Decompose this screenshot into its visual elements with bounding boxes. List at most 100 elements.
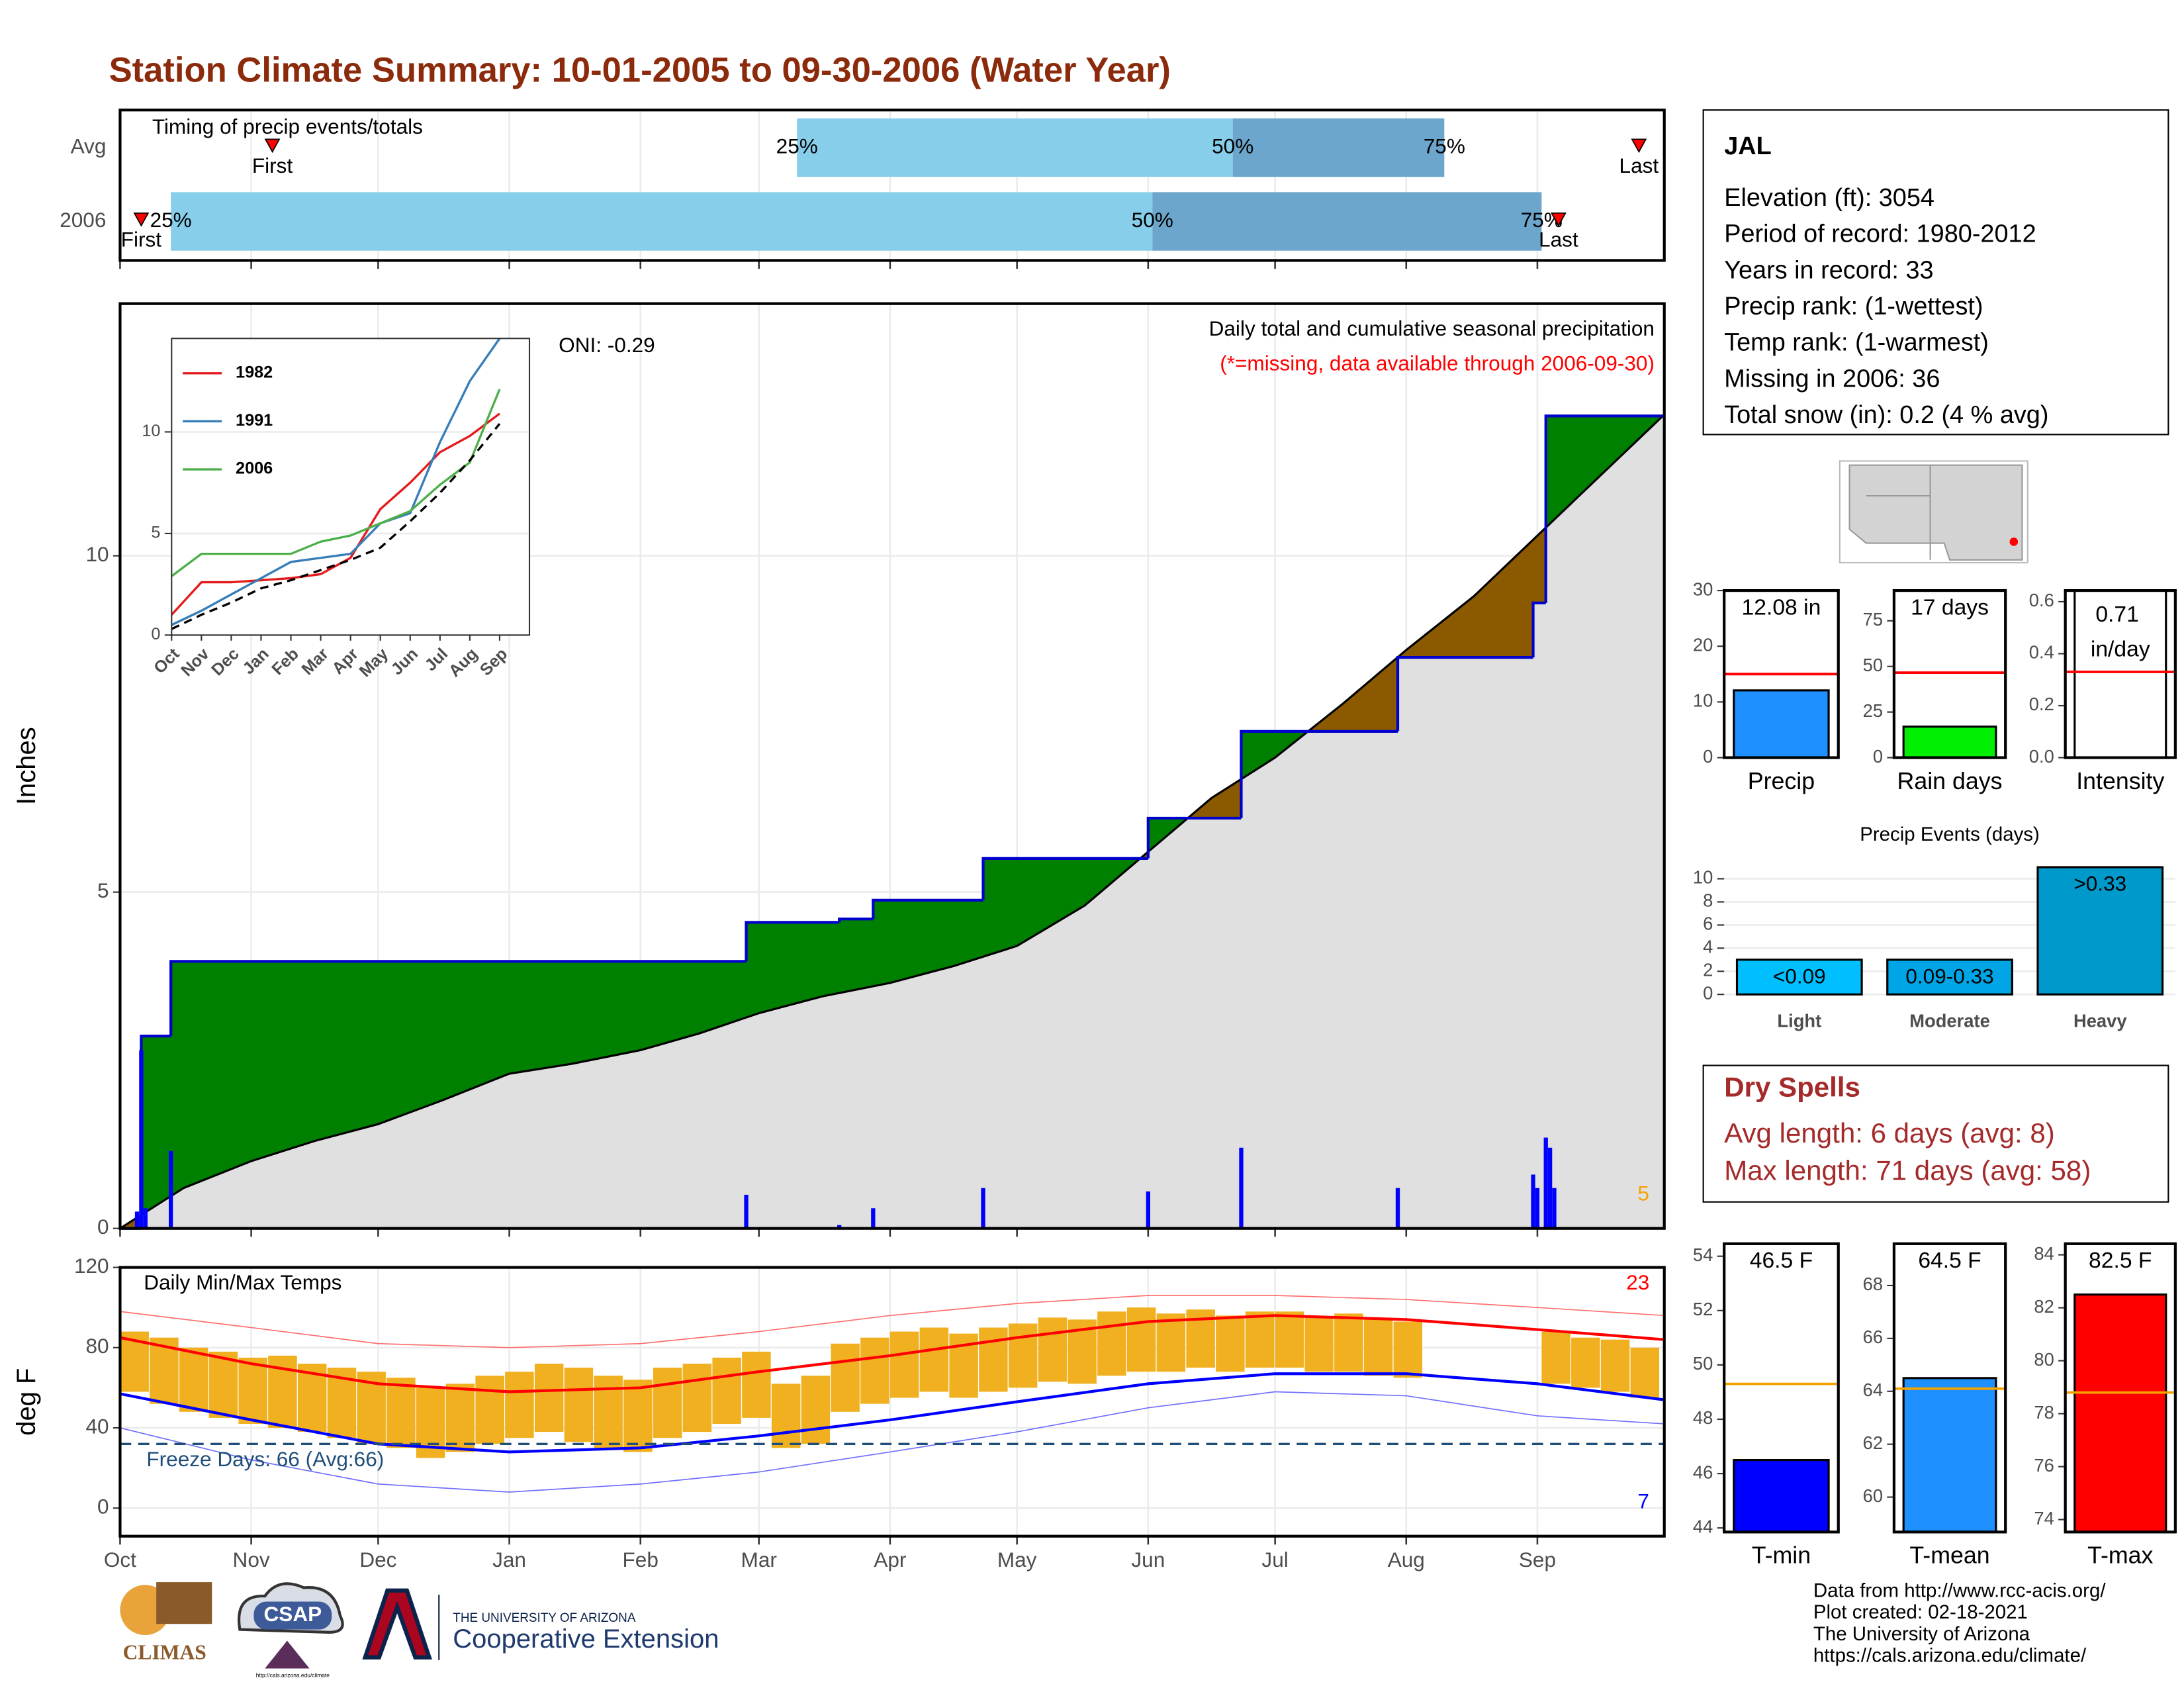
event-marker xyxy=(133,212,150,227)
bar xyxy=(1733,689,1830,759)
daily-bar xyxy=(143,1208,148,1229)
temp-range-bar xyxy=(860,1337,889,1404)
y-tick-label: 82 xyxy=(2034,1296,2054,1317)
value-label: <0.09 xyxy=(1773,964,1826,988)
plot-frame xyxy=(1892,1242,2007,1534)
temp-range-bar xyxy=(475,1376,504,1444)
temp-range-bar xyxy=(831,1343,860,1412)
series-line xyxy=(171,338,501,626)
daily-bar xyxy=(1535,1188,1540,1229)
average-line xyxy=(119,414,1665,1230)
map-region xyxy=(1848,464,2023,561)
credit-line: https://cals.arizona.edu/climate/ xyxy=(1813,1644,2087,1666)
station-info: Elevation (ft): 3054 xyxy=(1724,184,1934,212)
temp-range-bar xyxy=(801,1376,831,1444)
plot-frame xyxy=(118,302,1666,1230)
y-tick-label: 0.4 xyxy=(2029,642,2054,663)
event-marker xyxy=(1631,138,1647,154)
y-tick-label: 50 xyxy=(1863,655,1883,675)
timing-bar xyxy=(1152,192,1542,251)
y-tick-label: 46 xyxy=(1693,1462,1713,1482)
value-label: 46.5 F xyxy=(1750,1248,1813,1273)
coop-extension: Cooperative Extension xyxy=(453,1624,719,1654)
y-tick-label: 54 xyxy=(1693,1244,1713,1265)
value-label: >0.33 xyxy=(2073,872,2126,896)
csap-logo-text: CSAP xyxy=(263,1602,322,1626)
temp-range-bar xyxy=(653,1368,682,1438)
observed-step xyxy=(169,960,747,1037)
x-tick-label: Heavy xyxy=(2073,1011,2127,1031)
panel-title: Precip Events (days) xyxy=(1860,823,2040,845)
temp-range-bar xyxy=(1126,1307,1156,1372)
value-label: 12.08 in xyxy=(1742,595,1821,620)
temp-range-bar xyxy=(1275,1311,1304,1368)
station-info: Total snow (in): 0.2 (4 % avg) xyxy=(1724,401,2048,429)
bar xyxy=(1733,1459,1830,1533)
temp-range-bar xyxy=(1541,1331,1570,1384)
temp-range-bar xyxy=(534,1364,564,1432)
event-label: First xyxy=(252,154,293,177)
daily-bar xyxy=(134,1211,140,1229)
daily-bar xyxy=(871,1208,876,1229)
y-tick-label: 76 xyxy=(2034,1455,2054,1476)
y-tick-label: 62 xyxy=(1863,1432,1883,1453)
x-tick-label: Light xyxy=(1777,1011,1821,1031)
x-tick-label: Mar xyxy=(741,1548,777,1571)
y-tick-label: 4 xyxy=(1703,937,1713,957)
plot-frame xyxy=(118,1266,1666,1538)
y-tick-label: 10 xyxy=(142,422,160,440)
freeze-label: Freeze Days: 66 (Avg:66) xyxy=(146,1447,384,1471)
y-tick-label: 2 xyxy=(1703,960,1713,980)
record-low-count: 7 xyxy=(1637,1489,1649,1513)
temp-range-bar xyxy=(1008,1323,1038,1388)
percent-label: 25% xyxy=(776,134,818,158)
plot-frame xyxy=(1723,1242,1840,1534)
csap-badge xyxy=(253,1601,332,1630)
y-tick-label: 10 xyxy=(1693,690,1713,711)
temp-range-bar xyxy=(889,1331,919,1398)
temp-range-bar xyxy=(771,1383,801,1448)
value-label: 64.5 F xyxy=(1918,1248,1981,1273)
daily-bar xyxy=(1531,1174,1535,1229)
y-tick-label: 5 xyxy=(151,524,160,542)
bar xyxy=(2073,589,2167,759)
dry-spells-box xyxy=(1702,1064,2169,1203)
normal-max-line xyxy=(120,1314,1664,1393)
ua-logo xyxy=(362,1588,432,1660)
daily-bar xyxy=(139,1050,144,1229)
event-label: First xyxy=(121,227,162,251)
value-label: 17 days xyxy=(1911,595,1989,620)
oni-label: ONI: -0.29 xyxy=(559,333,655,357)
y-tick-label: 25 xyxy=(1863,700,1883,721)
y-tick-label: 64 xyxy=(1863,1380,1883,1400)
temp-range-bar xyxy=(445,1383,475,1452)
record-max-line xyxy=(120,1295,1664,1348)
temp-range-bar xyxy=(979,1327,1008,1392)
value-label: 0.71 in/day xyxy=(2091,602,2150,662)
y-tick-label: 20 xyxy=(1693,634,1713,655)
ua-name: THE UNIVERSITY OF ARIZONA xyxy=(453,1611,636,1625)
value-label: 82.5 F xyxy=(2089,1248,2152,1273)
station-name: JAL xyxy=(1724,132,1772,160)
record-min-line xyxy=(120,1391,1664,1493)
x-tick-label: Nov xyxy=(233,1548,270,1571)
plot-frame xyxy=(118,109,1666,262)
credit-line: Plot created: 02-18-2021 xyxy=(1813,1601,2028,1623)
series-line xyxy=(171,423,501,630)
daily-bar xyxy=(744,1194,749,1229)
y-tick-label: 6 xyxy=(1703,914,1713,934)
daily-bar xyxy=(1146,1191,1150,1229)
y-tick-label: 0 xyxy=(151,625,160,643)
temp-range-bar xyxy=(208,1351,238,1418)
timing-bar xyxy=(171,192,1153,251)
bar xyxy=(2073,1293,2167,1533)
temp-range-bar xyxy=(1393,1321,1423,1378)
y-tick-label: 0.6 xyxy=(2029,590,2054,610)
temp-range-bar xyxy=(1363,1319,1393,1376)
csap-mountain xyxy=(265,1640,310,1669)
daily-bar xyxy=(1543,1137,1548,1229)
temp-range-bar xyxy=(1245,1311,1275,1368)
timing-bar xyxy=(797,118,1233,177)
x-tick-label: Oct xyxy=(104,1548,136,1571)
